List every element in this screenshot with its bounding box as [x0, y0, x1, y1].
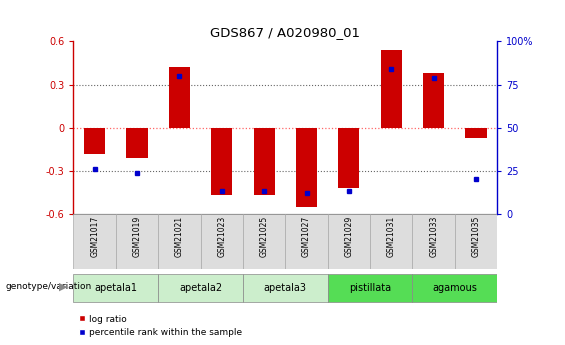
Bar [296, 128, 317, 207]
Bar [243, 274, 328, 302]
Text: GSM21029: GSM21029 [345, 216, 353, 257]
Bar [466, 128, 486, 138]
Text: ▶: ▶ [59, 282, 68, 291]
Text: GSM21021: GSM21021 [175, 216, 184, 257]
Bar [328, 274, 412, 302]
Bar [116, 214, 158, 269]
Bar [412, 274, 497, 302]
Legend: log ratio, percentile rank within the sample: log ratio, percentile rank within the sa… [78, 315, 242, 337]
Bar [423, 73, 444, 128]
Text: GSM21019: GSM21019 [133, 216, 141, 257]
Bar [243, 214, 285, 269]
Bar [158, 274, 243, 302]
Bar [254, 128, 275, 195]
Bar [127, 128, 147, 158]
Text: apetala1: apetala1 [94, 283, 137, 293]
Text: agamous: agamous [432, 283, 477, 293]
Bar [169, 67, 190, 128]
Text: apetala2: apetala2 [179, 283, 222, 293]
Bar [158, 214, 201, 269]
Text: GSM21031: GSM21031 [387, 216, 396, 257]
Text: GSM21027: GSM21027 [302, 216, 311, 257]
Text: GSM21035: GSM21035 [472, 216, 480, 257]
Text: genotype/variation: genotype/variation [6, 282, 92, 291]
Text: pistillata: pistillata [349, 283, 391, 293]
Bar [412, 214, 455, 269]
Bar [73, 274, 158, 302]
Bar [370, 214, 412, 269]
Text: GSM21025: GSM21025 [260, 216, 268, 257]
Text: apetala3: apetala3 [264, 283, 307, 293]
Bar [211, 128, 232, 195]
Bar [328, 214, 370, 269]
Bar [381, 50, 402, 128]
Bar [455, 214, 497, 269]
Text: GSM21033: GSM21033 [429, 216, 438, 257]
Bar [201, 214, 243, 269]
Text: GSM21017: GSM21017 [90, 216, 99, 257]
Bar [84, 128, 105, 154]
Bar [338, 128, 359, 188]
Bar [285, 214, 328, 269]
Text: GSM21023: GSM21023 [218, 216, 226, 257]
Bar [73, 214, 116, 269]
Title: GDS867 / A020980_01: GDS867 / A020980_01 [210, 26, 360, 39]
